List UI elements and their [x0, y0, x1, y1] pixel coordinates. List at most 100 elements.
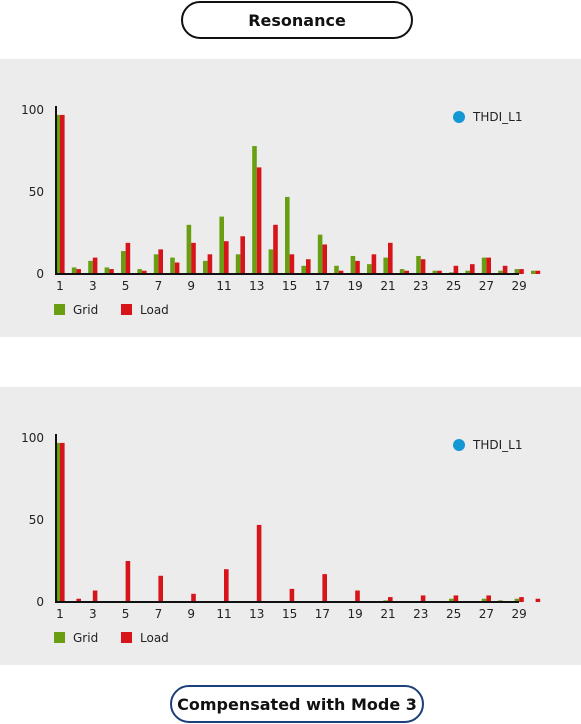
- x-tick-label-3: 3: [89, 607, 97, 621]
- bar-load-h10: [207, 254, 213, 274]
- y-tick-label-0: 0: [36, 267, 44, 281]
- x-tick-label-9: 9: [187, 607, 195, 621]
- bar-load-h5: [125, 561, 131, 602]
- legend-swatch-grid: [54, 632, 65, 643]
- bar-grid-h1: [55, 114, 60, 274]
- bar-load-h24: [437, 270, 442, 274]
- bar-grid-h12: [235, 254, 241, 274]
- bar-grid-h19: [350, 255, 356, 274]
- bar-grid-h20: [367, 264, 372, 274]
- bar-load-h21: [388, 597, 393, 602]
- bar-grid-h28: [498, 270, 503, 274]
- indicator-label: THDI_L1: [472, 110, 522, 124]
- bar-grid-h15: [285, 196, 290, 274]
- bar-grid-h22: [399, 269, 405, 274]
- y-tick-label-100: 100: [21, 431, 44, 445]
- bar-load-h27: [486, 595, 491, 602]
- bar-grid-h26: [465, 270, 470, 274]
- bar-grid-h24: [432, 270, 438, 274]
- x-tick-label-25: 25: [446, 279, 461, 293]
- bar-load-h2: [76, 598, 81, 602]
- bar-load-h25: [453, 265, 459, 274]
- bar-grid-h29: [514, 269, 520, 274]
- x-tick-label-15: 15: [282, 607, 297, 621]
- bar-grid-h27: [481, 257, 487, 274]
- x-tick-label-27: 27: [479, 607, 494, 621]
- bar-grid-h2: [71, 267, 77, 274]
- bar-load-h12: [240, 236, 245, 274]
- bar-grid-h17: [317, 234, 323, 274]
- y-tick-label-0: 0: [36, 595, 44, 609]
- bar-grid-h10: [203, 260, 208, 274]
- bar-load-h3: [92, 590, 98, 602]
- legend-swatch-load: [121, 632, 132, 643]
- bar-grid-h30: [531, 270, 536, 274]
- bar-load-h15: [289, 588, 295, 602]
- x-tick-label-13: 13: [249, 607, 264, 621]
- bar-load-h14: [273, 224, 278, 274]
- bar-load-h15: [289, 254, 295, 274]
- bar-load-h7: [158, 249, 163, 274]
- x-tick-label-13: 13: [249, 279, 264, 293]
- bar-load-h23: [420, 259, 426, 274]
- legend-label-grid: Grid: [73, 303, 98, 317]
- x-tick-label-23: 23: [413, 607, 428, 621]
- x-tick-label-29: 29: [512, 279, 527, 293]
- y-tick-label-50: 50: [29, 185, 44, 199]
- bar-load-h18: [338, 270, 344, 274]
- bar-load-h25: [453, 595, 459, 602]
- bar-load-h23: [420, 595, 426, 602]
- bar-load-h19: [355, 590, 360, 602]
- bar-load-h27: [486, 257, 491, 274]
- resonance-label: Resonance: [181, 1, 413, 39]
- bar-grid-h11: [219, 216, 224, 274]
- x-tick-label-1: 1: [56, 607, 64, 621]
- bar-load-h28: [502, 265, 508, 274]
- bar-load-h11: [224, 241, 229, 274]
- bar-load-h19: [355, 260, 360, 274]
- bar-grid-h6: [137, 269, 142, 274]
- bar-load-h11: [224, 569, 229, 602]
- legend-label-load: Load: [140, 303, 169, 317]
- bar-grid-h13: [252, 146, 257, 274]
- x-tick-label-21: 21: [380, 279, 395, 293]
- x-tick-label-11: 11: [216, 607, 231, 621]
- legend-swatch-grid: [54, 304, 65, 315]
- x-tick-label-21: 21: [380, 607, 395, 621]
- legend-label-load: Load: [140, 631, 169, 645]
- x-tick-label-3: 3: [89, 279, 97, 293]
- bar-load-h30: [535, 270, 541, 274]
- legend-label-grid: Grid: [73, 631, 98, 645]
- bar-grid-h1: [55, 442, 60, 602]
- bar-load-h16: [306, 259, 311, 274]
- bar-load-h26: [470, 264, 475, 274]
- x-tick-label-23: 23: [413, 279, 428, 293]
- bar-grid-h3: [88, 260, 93, 274]
- bar-grid-h7: [153, 254, 159, 274]
- x-tick-label-17: 17: [315, 279, 330, 293]
- chart-panel-compensated: 0 50 100 1 3 5 7 9 11 13 15 17 19 21 23 25 27 29 THDI_L1 Gr…: [0, 387, 581, 665]
- x-tick-label-9: 9: [187, 279, 195, 293]
- bar-load-h4: [109, 269, 114, 274]
- bar-load-h22: [404, 270, 409, 274]
- bar-load-h5: [125, 242, 131, 274]
- bar-grid-h16: [301, 265, 306, 274]
- x-tick-label-7: 7: [155, 607, 163, 621]
- indicator-dot-icon: [453, 111, 465, 123]
- bar-load-h17: [322, 244, 327, 274]
- x-tick-label-25: 25: [446, 607, 461, 621]
- bar-grid-h5: [121, 251, 126, 274]
- y-tick-label-100: 100: [21, 103, 44, 117]
- indicator-dot-icon: [453, 439, 465, 451]
- bar-load-h9: [191, 593, 196, 602]
- bar-load-h13: [256, 167, 262, 274]
- bar-grid-h14: [268, 249, 274, 274]
- legend-swatch-load: [121, 304, 132, 315]
- x-tick-label-29: 29: [512, 607, 527, 621]
- x-tick-label-5: 5: [122, 279, 130, 293]
- indicator-label: THDI_L1: [472, 438, 522, 452]
- bar-load-h21: [388, 242, 393, 274]
- bar-grid-h23: [416, 255, 421, 274]
